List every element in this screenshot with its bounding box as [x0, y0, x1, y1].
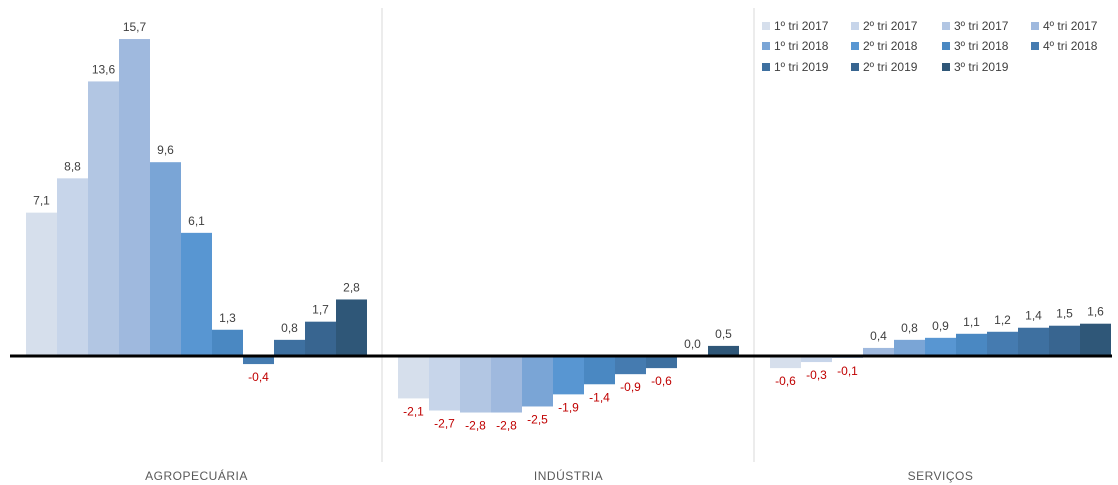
data-label: 6,1: [188, 214, 205, 228]
data-label: 7,1: [33, 194, 50, 208]
data-label: -2,5: [527, 412, 548, 426]
data-label: -1,4: [589, 390, 610, 404]
bar: [398, 356, 429, 399]
data-label: 8,8: [64, 159, 81, 173]
data-label: 13,6: [92, 62, 116, 76]
data-label: -2,1: [403, 404, 424, 418]
data-label: -0,9: [620, 380, 641, 394]
legend-label: 1º tri 2019: [774, 60, 829, 74]
data-label: 0,9: [932, 319, 949, 333]
bar: [770, 356, 801, 369]
legend-swatch: [762, 42, 770, 50]
bar: [553, 356, 584, 395]
data-label: 2,8: [343, 280, 360, 294]
data-label: -2,8: [496, 419, 517, 433]
legend-swatch: [762, 63, 770, 71]
legend-label: 2º tri 2018: [863, 39, 918, 53]
legend-swatch: [762, 22, 770, 30]
bar: [584, 356, 615, 385]
bar: [1018, 327, 1049, 356]
data-label: 1,3: [219, 311, 236, 325]
legend-label: 4º tri 2017: [1043, 19, 1098, 33]
legend-label: 2º tri 2019: [863, 60, 918, 74]
bar: [336, 299, 367, 356]
data-label: -0,4: [248, 370, 269, 384]
legend-label: 1º tri 2017: [774, 19, 829, 33]
data-label: -2,8: [465, 419, 486, 433]
legend-swatch: [942, 63, 950, 71]
bar: [894, 339, 925, 356]
bar: [925, 337, 956, 356]
bar: [88, 81, 119, 356]
data-label: 1,1: [963, 315, 980, 329]
bar: [708, 345, 739, 356]
legend-label: 3º tri 2017: [954, 19, 1009, 33]
bar: [274, 339, 305, 356]
bar: [212, 329, 243, 356]
bar: [646, 356, 677, 369]
legend-swatch: [851, 63, 859, 71]
bar: [1080, 323, 1111, 356]
category-label: AGROPECUÁRIA: [145, 468, 248, 483]
group-separators: [381, 8, 755, 462]
data-label: 1,4: [1025, 309, 1042, 323]
legend-swatch: [942, 42, 950, 50]
bar: [181, 232, 212, 356]
legend-swatch: [1031, 22, 1039, 30]
legend-label: 2º tri 2017: [863, 19, 918, 33]
category-label: SERVIÇOS: [908, 469, 974, 483]
data-label: 0,8: [281, 321, 298, 335]
legend-label: 1º tri 2018: [774, 39, 829, 53]
value-labels-layer: 7,1 -2,1 -0,6 8,8 -2,7 -0,3 13,6 -2,8 -0,1 15,7 -2…: [33, 20, 1104, 433]
bars-layer: [26, 39, 1111, 413]
category-labels-layer: AGROPECUÁRIA INDÚSTRIA SERVIÇOS: [145, 468, 973, 483]
bar: [522, 356, 553, 407]
bar: [26, 212, 57, 356]
bar: [956, 333, 987, 356]
legend-swatch: [851, 42, 859, 50]
bar: [150, 162, 181, 356]
data-label: 9,6: [157, 143, 174, 157]
bar: [801, 356, 832, 363]
legend-label: 3º tri 2018: [954, 39, 1009, 53]
data-label: 0,5: [715, 327, 732, 341]
bar: [615, 356, 646, 375]
bar: [987, 331, 1018, 356]
bar: [57, 178, 88, 356]
data-label: 1,6: [1087, 305, 1104, 319]
data-label: 0,4: [870, 329, 887, 343]
legend-label: 4º tri 2018: [1043, 39, 1098, 53]
data-label: 0,0: [684, 337, 701, 351]
legend: 1º tri 2017 2º tri 2017 3º tri 2017 4º tri …: [762, 19, 1098, 74]
bar: [491, 356, 522, 413]
bar: [1049, 325, 1080, 356]
data-label: -0,1: [837, 364, 858, 378]
data-label: -1,9: [558, 400, 579, 414]
data-label: -0,6: [651, 374, 672, 388]
legend-swatch: [851, 22, 859, 30]
data-label: 1,2: [994, 313, 1011, 327]
data-label: -2,7: [434, 417, 455, 431]
data-label: -0,6: [775, 374, 796, 388]
category-label: INDÚSTRIA: [534, 468, 603, 483]
legend-swatch: [1031, 42, 1039, 50]
data-label: -0,3: [806, 368, 827, 382]
bar: [243, 356, 274, 365]
data-label: 1,7: [312, 303, 329, 317]
data-label: 0,8: [901, 321, 918, 335]
legend-swatch: [942, 22, 950, 30]
bar: [429, 356, 460, 411]
data-label: 15,7: [123, 20, 147, 34]
data-label: 1,5: [1056, 307, 1073, 321]
bar: [305, 321, 336, 356]
legend-label: 3º tri 2019: [954, 60, 1009, 74]
bar: [119, 39, 150, 357]
bar: [460, 356, 491, 413]
bar: [863, 347, 894, 356]
